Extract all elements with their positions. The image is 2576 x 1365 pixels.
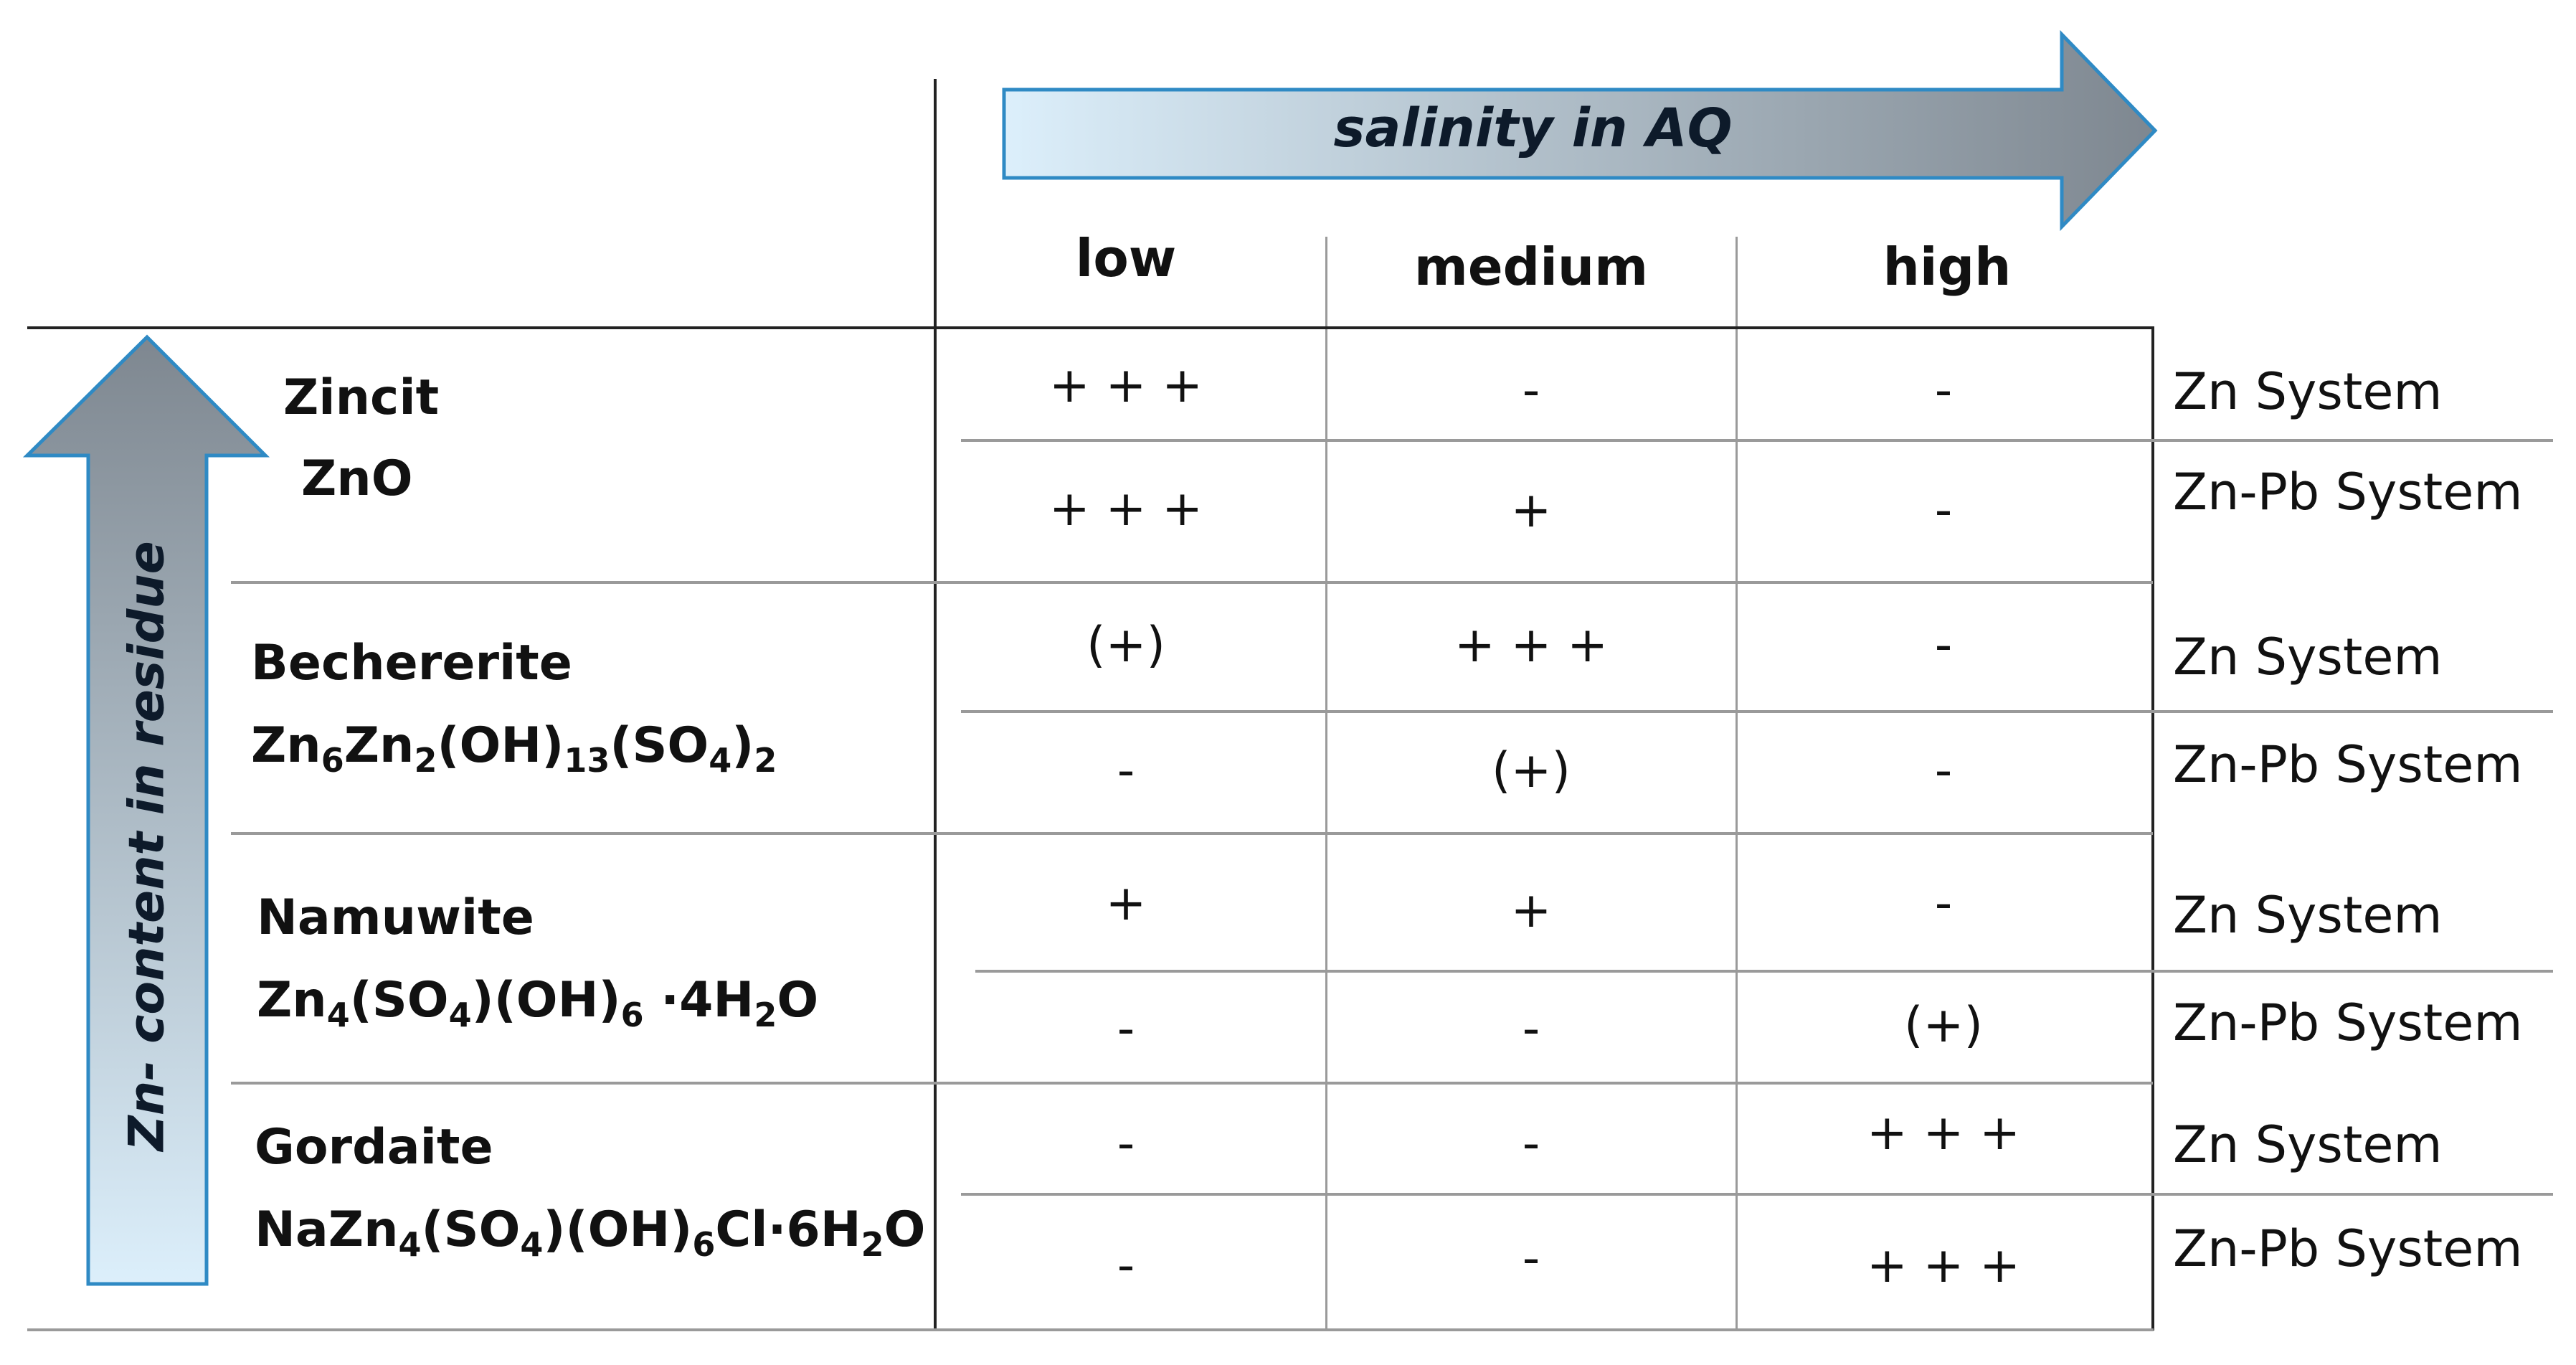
zn-content-arrow (22, 334, 270, 1286)
header-divider (934, 79, 937, 1331)
cell-gordaite-znpb-low: - (1117, 1237, 1135, 1294)
header-bottom-rule (27, 326, 2154, 329)
cell-namuwite-znpb-high: (+) (1903, 997, 1984, 1054)
cell-bechererite-znpb-low: - (1117, 742, 1135, 799)
mineral-name-namuwite: Namuwite (257, 889, 534, 946)
zn-content-arrow-label: Zn- content in residue (118, 541, 176, 1151)
cell-zincit-zn-medium: - (1522, 362, 1540, 419)
cell-zincit-zn-low: + + + (1048, 357, 1203, 414)
system-label-zincit-zn: Zn System (2173, 362, 2443, 421)
cell-zincit-zn-high: - (1934, 362, 1953, 419)
cell-bechererite-znpb-medium: (+) (1491, 742, 1571, 799)
gordaite-row-rule (961, 1193, 2553, 1196)
mineral-formula-gordaite: NaZn4(SO4)(OH)6Cl·6H2O (255, 1201, 926, 1264)
system-label-namuwite-znpb: Zn-Pb System (2173, 993, 2523, 1052)
system-label-bechererite-zn: Zn System (2173, 628, 2443, 686)
cell-bechererite-znpb-high: - (1934, 742, 1953, 799)
namuwite-group-rule (231, 1082, 2153, 1085)
column-header-high: high (1883, 237, 2012, 297)
column-divider-2 (1736, 237, 1738, 1331)
cell-namuwite-znpb-medium: - (1522, 1001, 1540, 1057)
salinity-arrow-label: salinity in AQ (1333, 98, 1733, 159)
system-label-namuwite-zn: Zn System (2173, 886, 2443, 945)
bechererite-row-rule (961, 710, 2553, 713)
system-label-gordaite-zn: Zn System (2173, 1115, 2443, 1174)
mineral-name-zincit: Zincit (283, 369, 440, 426)
cell-namuwite-znpb-low: - (1117, 1001, 1135, 1057)
cell-bechererite-zn-low: (+) (1086, 617, 1166, 674)
cell-gordaite-znpb-medium: - (1522, 1230, 1540, 1287)
mineral-name-bechererite: Bechererite (251, 635, 572, 691)
column-divider-1 (1325, 237, 1327, 1331)
cell-gordaite-zn-high: + + + (1866, 1105, 2021, 1161)
cell-gordaite-znpb-high: + + + (1866, 1237, 2021, 1294)
mineral-formula-namuwite: Zn4(SO4)(OH)6 ·4H2O (257, 972, 819, 1034)
cell-bechererite-zn-medium: + + + (1454, 617, 1609, 674)
salinity-arrow (1002, 29, 2158, 232)
cell-zincit-znpb-medium: + (1510, 482, 1552, 539)
column-header-medium: medium (1414, 237, 1649, 297)
cell-namuwite-zn-medium: + (1510, 882, 1552, 939)
cell-namuwite-zn-high: - (1934, 875, 1953, 932)
system-label-bechererite-znpb: Zn-Pb System (2173, 735, 2523, 794)
system-label-zincit-znpb: Zn-Pb System (2173, 463, 2523, 521)
mineral-name-gordaite: Gordaite (255, 1119, 493, 1176)
cell-bechererite-zn-high: - (1934, 617, 1953, 674)
bechererite-group-rule (231, 832, 2153, 835)
cell-zincit-znpb-low: + + + (1048, 481, 1203, 537)
cell-gordaite-zn-low: - (1117, 1115, 1135, 1172)
table-right-edge (2151, 326, 2154, 1331)
system-label-gordaite-znpb: Zn-Pb System (2173, 1219, 2523, 1278)
column-header-low: low (1075, 228, 1177, 288)
zincit-row-rule (961, 439, 2553, 442)
cell-gordaite-zn-medium: - (1522, 1115, 1540, 1172)
table-bottom-rule (27, 1328, 2154, 1331)
cell-namuwite-zn-low: + (1105, 875, 1147, 932)
mineral-formula-zincit: ZnO (301, 450, 413, 507)
mineral-formula-bechererite: Zn6Zn2(OH)13(SO4)2 (251, 717, 777, 780)
zincit-group-rule (231, 581, 2153, 584)
namuwite-row-rule (975, 970, 2553, 973)
cell-zincit-znpb-high: - (1934, 482, 1953, 539)
